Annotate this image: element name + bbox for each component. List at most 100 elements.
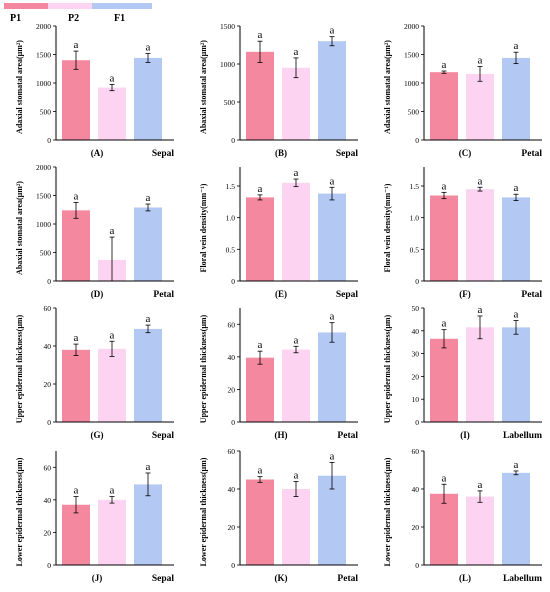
sig-letter-j-p1: a [74, 485, 79, 497]
sig-letter-a-p1: a [74, 39, 79, 51]
panel-label-i: (I) [460, 430, 470, 440]
y-tick-label-e-0: 0 [231, 277, 235, 286]
y-tick-label-d-2: 1000 [36, 220, 51, 229]
chart-panel-h: a a a 0 20 40 60 Upper epidermal thickness(μm) (… [199, 308, 358, 441]
sig-letter-e-p1: a [258, 183, 263, 195]
sig-letter-d-p1: a [74, 190, 79, 202]
organ-label-b: Sepal [336, 149, 359, 159]
panel-label-b: (B) [275, 148, 287, 158]
sig-letter-i-p2: a [478, 304, 483, 316]
y-tick-label-j-0: 0 [47, 561, 51, 570]
chart-panel-j: a a a 0 20 40 60 Lower epidermal thickness(μm) (… [15, 451, 174, 584]
bar-f-p2 [466, 189, 494, 281]
y-axis-title-d: Abaxial stomatal area(μm²) [15, 181, 24, 275]
bar-f-p1 [430, 195, 458, 281]
panel-label-d: (D) [91, 289, 104, 299]
y-tick-label-c-0: 0 [415, 136, 419, 145]
sig-letter-k-p1: a [258, 465, 263, 477]
chart-panel-f: a a a 0 0.5 1.0 1.5 Floral vein density(mm⁻¹) (F… [383, 167, 542, 300]
organ-label-e: Sepal [336, 290, 359, 300]
legend-swatch-f1 [92, 3, 152, 9]
y-tick-label-g-1: 20 [44, 380, 52, 389]
chart-panel-i: a a a 0 10 20 30 40 50 Upper epidermal thickness(… [383, 304, 542, 441]
organ-label-d: Petal [153, 290, 174, 300]
sig-letter-d-p2: a [110, 225, 115, 237]
bar-i-p1 [430, 338, 458, 422]
legend-swatch-p2 [48, 3, 92, 9]
sig-letter-f-p2: a [478, 175, 483, 187]
bar-j-p2 [98, 499, 126, 565]
y-tick-label-f-3: 1.5 [410, 182, 420, 191]
bar-a-p2 [98, 87, 126, 140]
bar-j-p1 [62, 504, 90, 565]
bar-e-f1 [318, 193, 346, 281]
y-tick-label-h-2: 40 [228, 353, 236, 362]
y-tick-label-b-1: 500 [224, 98, 236, 107]
sig-letter-f-p1: a [442, 180, 447, 192]
bar-i-f1 [502, 327, 530, 422]
sig-letter-e-f1: a [330, 175, 335, 187]
y-tick-label-i-1: 10 [412, 395, 420, 404]
chart-panel-b: a a a 0 500 1000 1500 Abaxial stomatal area(μm²… [199, 22, 359, 159]
chart-panel-l: a a a 0 20 40 60 Lower epidermal thickness(μm) (… [383, 447, 542, 584]
organ-label-c: Petal [521, 149, 542, 159]
y-tick-label-d-3: 1500 [36, 192, 51, 201]
y-tick-label-c-4: 2000 [404, 22, 419, 31]
bar-h-p2 [282, 349, 310, 422]
y-tick-label-l-3: 60 [412, 447, 420, 456]
y-tick-label-a-4: 2000 [36, 22, 51, 31]
y-tick-label-l-0: 0 [415, 561, 419, 570]
y-tick-label-d-1: 500 [40, 249, 52, 258]
y-axis-title-k: Lower epidermal thickness(μm) [199, 457, 208, 566]
y-axis-title-e: Floral vein density(mm⁻¹) [199, 183, 208, 272]
panel-label-j: (J) [92, 573, 103, 583]
sig-letter-c-f1: a [514, 40, 519, 52]
bar-l-p2 [466, 496, 494, 565]
panel-label-a: (A) [91, 148, 104, 158]
bar-g-p1 [62, 349, 90, 422]
bar-a-p1 [62, 60, 90, 141]
sig-letter-b-p1: a [258, 29, 263, 41]
bar-j-f1 [134, 484, 162, 565]
sig-letter-l-p2: a [478, 479, 483, 491]
bar-b-f1 [318, 41, 346, 141]
bar-e-p2 [282, 182, 310, 281]
sig-letter-h-p2: a [294, 334, 299, 346]
bar-i-p2 [466, 327, 494, 422]
sig-letter-f-f1: a [514, 182, 519, 194]
chart-panel-d: a a a 0 500 1000 1500 2000 Abaxial stomatal area… [15, 163, 174, 300]
y-tick-label-k-3: 60 [228, 447, 236, 456]
bar-b-p1 [246, 51, 274, 141]
sig-letter-b-p2: a [294, 46, 299, 58]
y-tick-label-a-1: 500 [40, 108, 52, 117]
bar-l-p1 [430, 493, 458, 565]
bar-c-f1 [502, 57, 530, 140]
y-tick-label-i-4: 40 [412, 327, 420, 336]
y-axis-title-b: Abaxial stomatal area(μm²) [199, 40, 208, 134]
y-tick-label-f-1: 0.5 [410, 245, 420, 254]
panel-label-l: (L) [459, 573, 471, 583]
y-tick-label-g-3: 60 [44, 304, 52, 313]
y-tick-label-a-2: 1000 [36, 79, 51, 88]
sig-letter-l-f1: a [514, 459, 519, 471]
legend-label-p2: P2 [68, 13, 79, 22]
sig-letter-g-p1: a [74, 332, 79, 344]
organ-label-a: Sepal [152, 149, 175, 159]
y-tick-label-c-1: 500 [408, 108, 420, 117]
bar-f-f1 [502, 197, 530, 281]
y-axis-title-c: Adaxial stomatal area(μm²) [383, 40, 392, 134]
y-axis-title-i: Upper epidermal thickness(μm) [383, 314, 392, 423]
y-axis-title-a: Adaxial stomatal area(μm²) [15, 40, 24, 134]
bar-c-p1 [430, 72, 458, 140]
panel-label-k: (K) [275, 573, 288, 583]
legend-swatch-p1 [4, 3, 48, 9]
y-tick-label-h-1: 20 [228, 385, 236, 394]
sig-letter-d-f1: a [146, 192, 151, 204]
sig-letter-g-f1: a [146, 313, 151, 325]
panel-label-h: (H) [275, 430, 288, 440]
y-tick-label-k-1: 20 [228, 523, 236, 532]
y-axis-title-g: Upper epidermal thickness(μm) [15, 314, 24, 423]
y-axis-title-h: Upper epidermal thickness(μm) [199, 314, 208, 423]
y-tick-label-h-0: 0 [231, 418, 235, 427]
